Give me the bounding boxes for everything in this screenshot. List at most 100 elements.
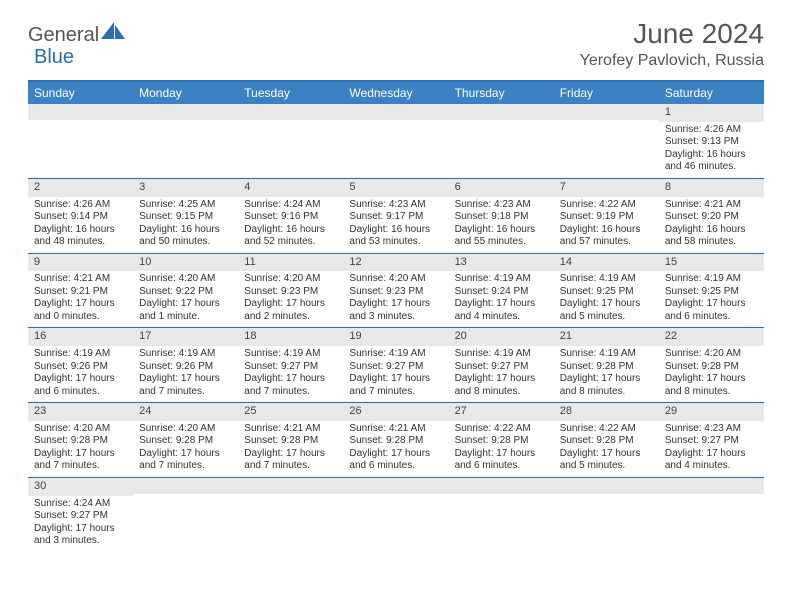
- day-header-cell: Monday: [133, 82, 238, 104]
- day-number: 26: [343, 403, 448, 421]
- sunrise-text: Sunrise: 4:19 AM: [665, 273, 758, 286]
- daylight-text: Daylight: 17 hours and 3 minutes.: [34, 523, 127, 548]
- day-number: 22: [659, 328, 764, 346]
- sunrise-text: Sunrise: 4:19 AM: [560, 273, 653, 286]
- sunrise-text: Sunrise: 4:21 AM: [34, 273, 127, 286]
- day-number: 9: [28, 254, 133, 272]
- day-cell: 7Sunrise: 4:22 AMSunset: 9:19 PMDaylight…: [554, 179, 659, 253]
- sunset-text: Sunset: 9:19 PM: [560, 211, 653, 224]
- daylight-text: Daylight: 17 hours and 4 minutes.: [455, 298, 548, 323]
- day-details: Sunrise: 4:22 AMSunset: 9:28 PMDaylight:…: [554, 421, 659, 477]
- sunset-text: Sunset: 9:13 PM: [665, 136, 758, 149]
- day-details: Sunrise: 4:26 AMSunset: 9:14 PMDaylight:…: [28, 197, 133, 253]
- day-number: 21: [554, 328, 659, 346]
- day-details: Sunrise: 4:19 AMSunset: 9:27 PMDaylight:…: [343, 346, 448, 402]
- calendar: SundayMondayTuesdayWednesdayThursdayFrid…: [28, 80, 764, 552]
- day-number: 19: [343, 328, 448, 346]
- title-block: June 2024 Yerofey Pavlovich, Russia: [580, 18, 764, 70]
- day-number: 11: [238, 254, 343, 272]
- day-number: 4: [238, 179, 343, 197]
- month-title: June 2024: [580, 18, 764, 50]
- daylight-text: Daylight: 17 hours and 0 minutes.: [34, 298, 127, 323]
- day-cell: 6Sunrise: 4:23 AMSunset: 9:18 PMDaylight…: [449, 179, 554, 253]
- day-details: Sunrise: 4:19 AMSunset: 9:24 PMDaylight:…: [449, 271, 554, 327]
- sunset-text: Sunset: 9:26 PM: [139, 361, 232, 374]
- day-details: Sunrise: 4:20 AMSunset: 9:22 PMDaylight:…: [133, 271, 238, 327]
- sunset-text: Sunset: 9:14 PM: [34, 211, 127, 224]
- sunrise-text: Sunrise: 4:23 AM: [455, 199, 548, 212]
- logo-text-blue: Blue: [34, 46, 74, 68]
- day-number: 30: [28, 478, 133, 496]
- sunset-text: Sunset: 9:27 PM: [455, 361, 548, 374]
- sunrise-text: Sunrise: 4:26 AM: [665, 124, 758, 137]
- daylight-text: Daylight: 16 hours and 58 minutes.: [665, 224, 758, 249]
- sunset-text: Sunset: 9:25 PM: [665, 286, 758, 299]
- empty-cell: [449, 478, 554, 552]
- sunrise-text: Sunrise: 4:22 AM: [455, 423, 548, 436]
- day-cell: 2Sunrise: 4:26 AMSunset: 9:14 PMDaylight…: [28, 179, 133, 253]
- logo-sail-icon: [101, 22, 127, 45]
- daylight-text: Daylight: 17 hours and 2 minutes.: [244, 298, 337, 323]
- sunset-text: Sunset: 9:16 PM: [244, 211, 337, 224]
- day-cell: 4Sunrise: 4:24 AMSunset: 9:16 PMDaylight…: [238, 179, 343, 253]
- day-number: [449, 104, 554, 120]
- daylight-text: Daylight: 17 hours and 8 minutes.: [455, 373, 548, 398]
- sunrise-text: Sunrise: 4:19 AM: [349, 348, 442, 361]
- daylight-text: Daylight: 17 hours and 6 minutes.: [34, 373, 127, 398]
- day-cell: 29Sunrise: 4:23 AMSunset: 9:27 PMDayligh…: [659, 403, 764, 477]
- day-cell: 15Sunrise: 4:19 AMSunset: 9:25 PMDayligh…: [659, 254, 764, 328]
- week-row: 16Sunrise: 4:19 AMSunset: 9:26 PMDayligh…: [28, 328, 764, 403]
- day-details: Sunrise: 4:21 AMSunset: 9:21 PMDaylight:…: [28, 271, 133, 327]
- day-details: Sunrise: 4:24 AMSunset: 9:27 PMDaylight:…: [28, 496, 133, 552]
- daylight-text: Daylight: 17 hours and 8 minutes.: [665, 373, 758, 398]
- day-cell: 27Sunrise: 4:22 AMSunset: 9:28 PMDayligh…: [449, 403, 554, 477]
- day-cell: 13Sunrise: 4:19 AMSunset: 9:24 PMDayligh…: [449, 254, 554, 328]
- daylight-text: Daylight: 17 hours and 7 minutes.: [139, 448, 232, 473]
- day-cell: 17Sunrise: 4:19 AMSunset: 9:26 PMDayligh…: [133, 328, 238, 402]
- daylight-text: Daylight: 17 hours and 7 minutes.: [244, 448, 337, 473]
- day-cell: 23Sunrise: 4:20 AMSunset: 9:28 PMDayligh…: [28, 403, 133, 477]
- day-number: 5: [343, 179, 448, 197]
- day-details: Sunrise: 4:20 AMSunset: 9:28 PMDaylight:…: [659, 346, 764, 402]
- sunset-text: Sunset: 9:25 PM: [560, 286, 653, 299]
- day-cell: 12Sunrise: 4:20 AMSunset: 9:23 PMDayligh…: [343, 254, 448, 328]
- empty-cell: [554, 478, 659, 552]
- sunset-text: Sunset: 9:23 PM: [244, 286, 337, 299]
- sunset-text: Sunset: 9:26 PM: [34, 361, 127, 374]
- day-cell: 30Sunrise: 4:24 AMSunset: 9:27 PMDayligh…: [28, 478, 133, 552]
- day-details: Sunrise: 4:22 AMSunset: 9:28 PMDaylight:…: [449, 421, 554, 477]
- location: Yerofey Pavlovich, Russia: [580, 52, 764, 70]
- day-details: Sunrise: 4:19 AMSunset: 9:25 PMDaylight:…: [554, 271, 659, 327]
- day-number: [343, 478, 448, 494]
- daylight-text: Daylight: 16 hours and 50 minutes.: [139, 224, 232, 249]
- logo: General: [28, 24, 127, 47]
- sunset-text: Sunset: 9:24 PM: [455, 286, 548, 299]
- day-number: [133, 104, 238, 120]
- sunrise-text: Sunrise: 4:19 AM: [560, 348, 653, 361]
- sunset-text: Sunset: 9:20 PM: [665, 211, 758, 224]
- sunset-text: Sunset: 9:28 PM: [34, 435, 127, 448]
- day-number: [554, 478, 659, 494]
- day-details: Sunrise: 4:25 AMSunset: 9:15 PMDaylight:…: [133, 197, 238, 253]
- day-cell: 8Sunrise: 4:21 AMSunset: 9:20 PMDaylight…: [659, 179, 764, 253]
- day-header-cell: Tuesday: [238, 82, 343, 104]
- day-cell: 10Sunrise: 4:20 AMSunset: 9:22 PMDayligh…: [133, 254, 238, 328]
- day-number: 7: [554, 179, 659, 197]
- daylight-text: Daylight: 17 hours and 7 minutes.: [244, 373, 337, 398]
- day-number: 29: [659, 403, 764, 421]
- day-details: Sunrise: 4:23 AMSunset: 9:18 PMDaylight:…: [449, 197, 554, 253]
- sunset-text: Sunset: 9:28 PM: [560, 361, 653, 374]
- sunset-text: Sunset: 9:28 PM: [455, 435, 548, 448]
- empty-cell: [343, 478, 448, 552]
- logo-text-blue-wrap: Blue: [34, 46, 74, 69]
- day-number: [238, 104, 343, 120]
- daylight-text: Daylight: 17 hours and 6 minutes.: [665, 298, 758, 323]
- day-number: [238, 478, 343, 494]
- sunrise-text: Sunrise: 4:21 AM: [665, 199, 758, 212]
- sunrise-text: Sunrise: 4:20 AM: [665, 348, 758, 361]
- day-details: Sunrise: 4:23 AMSunset: 9:17 PMDaylight:…: [343, 197, 448, 253]
- day-number: 14: [554, 254, 659, 272]
- empty-cell: [238, 478, 343, 552]
- sunset-text: Sunset: 9:28 PM: [139, 435, 232, 448]
- empty-cell: [28, 104, 133, 178]
